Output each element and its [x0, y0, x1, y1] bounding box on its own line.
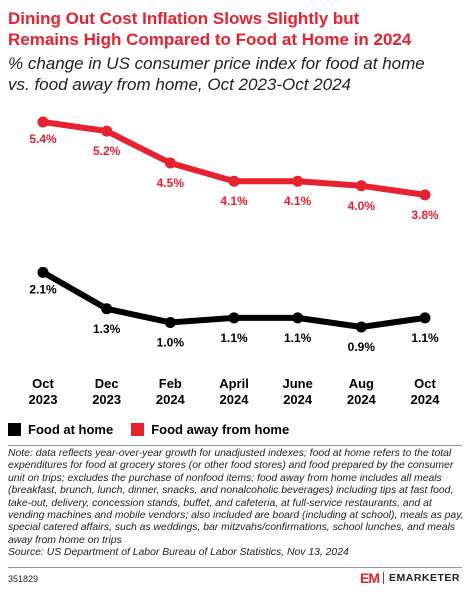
data-label-food-at-home: 0.9%: [348, 340, 376, 354]
emarketer-logo-icon: EM: [359, 570, 380, 586]
data-label-food-away-from-home: 3.8%: [411, 208, 439, 222]
data-point-food-at-home: [292, 312, 304, 324]
data-point-food-away-from-home: [419, 189, 431, 201]
x-tick-label: Dec: [95, 376, 119, 391]
chart-note: Note: data reflects year-over-year growt…: [8, 448, 466, 560]
data-point-food-at-home: [164, 316, 176, 328]
data-point-food-away-from-home: [37, 116, 49, 128]
legend-item-food-away-from-home: Food away from home: [131, 422, 289, 437]
legend-label-food-away-from-home: Food away from home: [151, 422, 290, 437]
data-label-food-away-from-home: 5.4%: [29, 132, 57, 146]
data-label-food-away-from-home: 5.2%: [93, 144, 121, 158]
note-text: Note: data reflects year-over-year growt…: [8, 448, 464, 546]
x-tick-label: 2024: [411, 392, 441, 407]
x-tick-label: 2023: [92, 392, 121, 407]
data-point-food-away-from-home: [228, 175, 240, 187]
legend-swatch-food-at-home: [8, 423, 21, 436]
chart-title: Dining Out Cost Inflation Slows Slightly…: [8, 9, 412, 49]
data-label-food-at-home: 1.1%: [220, 331, 248, 345]
data-point-food-at-home: [419, 312, 431, 324]
data-label-food-at-home: 1.3%: [93, 322, 121, 336]
data-label-food-at-home: 1.1%: [284, 331, 312, 345]
x-tick-label: Aug: [349, 376, 374, 391]
data-point-food-at-home: [37, 266, 49, 278]
data-point-food-away-from-home: [292, 175, 304, 187]
x-tick-label: 2024: [220, 392, 250, 407]
chart-id: 351829: [8, 574, 39, 584]
data-label-food-at-home: 1.0%: [157, 335, 185, 349]
x-tick-label: Oct: [414, 376, 436, 391]
x-tick-label: 2024: [347, 392, 377, 407]
brand-separator: [382, 572, 384, 584]
line-chart: 2.1% 1.3% 1.0% 1.1% 1.1% 0.9% 1.1% 5.4% 5.2% 4.5%…: [29, 116, 441, 407]
x-tick-label: April: [219, 376, 249, 391]
data-label-food-away-from-home: 4.1%: [284, 194, 312, 208]
divider-top: [8, 445, 462, 446]
x-tick-label: June: [282, 376, 312, 391]
data-label-food-away-from-home: 4.5%: [157, 176, 185, 190]
data-label-food-at-home: 1.1%: [411, 331, 439, 345]
x-tick-label: Oct: [32, 376, 54, 391]
data-point-food-at-home: [355, 321, 367, 333]
data-label-food-away-from-home: 4.1%: [220, 194, 248, 208]
source-text: Source: US Department of Labor Bureau of…: [8, 547, 349, 559]
data-point-food-away-from-home: [355, 180, 367, 192]
brand: EM EMARKETER: [360, 570, 460, 586]
brand-name: EMARKETER: [388, 572, 460, 584]
data-point-food-away-from-home: [101, 125, 113, 137]
x-tick-label: Feb: [159, 376, 182, 391]
data-point-food-at-home: [228, 312, 240, 324]
divider-bottom: [8, 567, 462, 568]
chart-legend: Food at home Food away from home: [8, 422, 307, 437]
data-point-food-away-from-home: [164, 157, 176, 169]
x-tick-label: 2024: [156, 392, 186, 407]
x-tick-label: 2023: [29, 392, 58, 407]
data-label-food-away-from-home: 4.0%: [348, 199, 376, 213]
legend-swatch-food-away-from-home: [131, 423, 145, 436]
data-label-food-at-home: 2.1%: [29, 282, 57, 296]
legend-label-food-at-home: Food at home: [28, 422, 114, 437]
data-point-food-at-home: [101, 303, 113, 315]
chart-subtitle: % change in US consumer price index for …: [8, 54, 425, 94]
legend-item-food-at-home: Food at home: [8, 422, 113, 437]
x-tick-label: 2024: [283, 392, 313, 407]
